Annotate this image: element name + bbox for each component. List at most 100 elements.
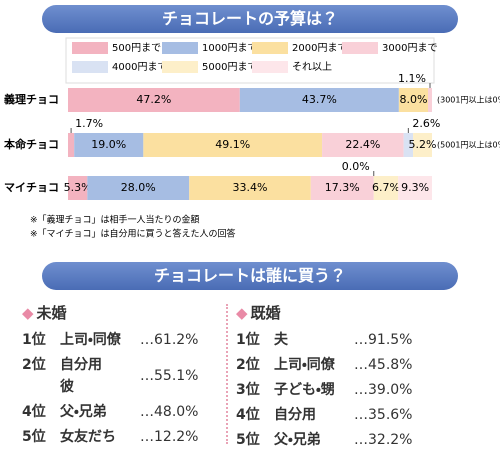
- footnote: ※「マイチョコ」は自分用に買うと答えた人の回答: [30, 228, 236, 240]
- names: 自分用: [274, 404, 354, 426]
- data-label: 2.6%: [412, 117, 440, 130]
- percent: 61.2%: [140, 329, 198, 351]
- data-label: 1.7%: [75, 117, 103, 130]
- data-label: 33.4%: [233, 181, 268, 194]
- row-label: マイチョコ: [4, 181, 59, 194]
- bar-segment: [87, 176, 190, 200]
- percent: 39.0%: [354, 379, 412, 401]
- name: 夫: [274, 332, 288, 348]
- percent: 12.2%: [140, 426, 198, 448]
- rank: 1位: [236, 332, 260, 348]
- data-label: 9.3%: [401, 181, 429, 194]
- percent: 55.1%: [140, 365, 198, 387]
- bar-segment: [427, 88, 432, 112]
- names: 女友だち: [60, 426, 140, 448]
- names: 自分用彼: [60, 354, 140, 398]
- separator: [226, 304, 228, 444]
- data-label: 1.1%: [398, 72, 426, 85]
- data-label: 6.7%: [372, 181, 400, 194]
- names: 夫: [274, 329, 354, 351]
- bar-segment: [189, 176, 311, 200]
- legend-label: 1000円まで: [202, 42, 257, 54]
- legend-swatch: [342, 42, 378, 54]
- ranking-item: 5位父・兄弟 32.2%: [236, 429, 446, 451]
- name: 彼: [60, 379, 74, 395]
- rank: 2位: [22, 357, 46, 373]
- bar-segment: [74, 133, 144, 157]
- group-heading: 既婚: [236, 302, 446, 323]
- rank: 4位: [22, 404, 46, 420]
- data-label: 47.2%: [136, 93, 171, 106]
- ranking-item: 1位夫 91.5%: [236, 329, 446, 351]
- percent: 35.6%: [354, 404, 412, 426]
- name: 子ども・甥: [274, 382, 335, 398]
- name: 父・兄弟: [274, 432, 321, 448]
- rank: 5位: [22, 429, 46, 445]
- data-label: 0.0%: [342, 160, 370, 173]
- name: 上司・同僚: [60, 332, 121, 348]
- chart: 500円まで 1000円まで 2000円まで 3000円まで 4000円まで 5000円ま…: [3, 37, 500, 240]
- data-label: 19.0%: [91, 138, 126, 151]
- bar-segment: [322, 133, 404, 157]
- rank: 3位: [236, 382, 260, 398]
- names: 子ども・甥: [274, 379, 354, 401]
- row-note: (5001円以上は0%): [437, 141, 500, 150]
- name: 上司・同僚: [274, 357, 335, 373]
- percent: 32.2%: [354, 429, 412, 451]
- bar-segment: [239, 88, 399, 112]
- data-label: 22.4%: [345, 138, 380, 151]
- legend-swatch: [252, 42, 288, 54]
- name: 自分用: [60, 357, 102, 373]
- data-label: 5.2%: [409, 138, 437, 151]
- name: 自分用: [274, 407, 316, 423]
- ranking-item: 2位自分用彼55.1%: [22, 354, 232, 398]
- legend-label: 5000円まで: [202, 61, 257, 73]
- names: 父・兄弟: [274, 429, 354, 451]
- name: 父・兄弟: [60, 404, 107, 420]
- chart-title: チョコレートの予算は？: [42, 5, 458, 33]
- bar-segment: [403, 133, 414, 157]
- rank: 4位: [236, 407, 260, 423]
- legend-label: 4000円まで: [112, 61, 167, 73]
- bar-segment: [68, 176, 88, 200]
- data-label: 43.7%: [302, 93, 337, 106]
- bar-segment: [310, 176, 374, 200]
- legend-label: それ以上: [292, 61, 332, 73]
- name: 女友だち: [60, 429, 116, 445]
- ranking-column: 未婚1位上司・同僚61.2%2位自分用彼55.1%4位父・兄弟48.0%5位女友…: [22, 302, 232, 451]
- bar-segment: [413, 133, 432, 157]
- row-note: (3001円以上は0%): [437, 96, 500, 105]
- ranking-title: チョコレートは誰に買う？: [42, 262, 458, 290]
- rank: 2位: [236, 357, 260, 373]
- names: 上司・同僚: [274, 354, 354, 376]
- bar-segment: [68, 133, 75, 157]
- names: 父・兄弟: [60, 401, 140, 423]
- legend-swatch: [162, 61, 198, 73]
- percent: 48.0%: [140, 401, 198, 423]
- row-label: 義理チョコ: [4, 92, 59, 106]
- data-label: 17.3%: [325, 181, 360, 194]
- row-label: 本命チョコ: [3, 137, 59, 151]
- percent: 45.8%: [354, 354, 412, 376]
- legend-swatch: [72, 42, 108, 54]
- data-label: 8.0%: [399, 93, 427, 106]
- legend-label: 500円まで: [112, 42, 161, 54]
- group-heading: 未婚: [22, 302, 232, 323]
- data-label: 5.3%: [64, 181, 92, 194]
- bar-segment: [398, 176, 432, 200]
- bar-segment: [143, 133, 323, 157]
- data-label: 49.1%: [215, 138, 250, 151]
- bar-segment: [398, 88, 428, 112]
- bar-segment: [68, 88, 240, 112]
- footnote: ※「義理チョコ」は相手一人当たりの金額: [30, 214, 200, 226]
- rank: 1位: [22, 332, 46, 348]
- legend-swatch: [72, 61, 108, 73]
- names: 上司・同僚: [60, 329, 140, 351]
